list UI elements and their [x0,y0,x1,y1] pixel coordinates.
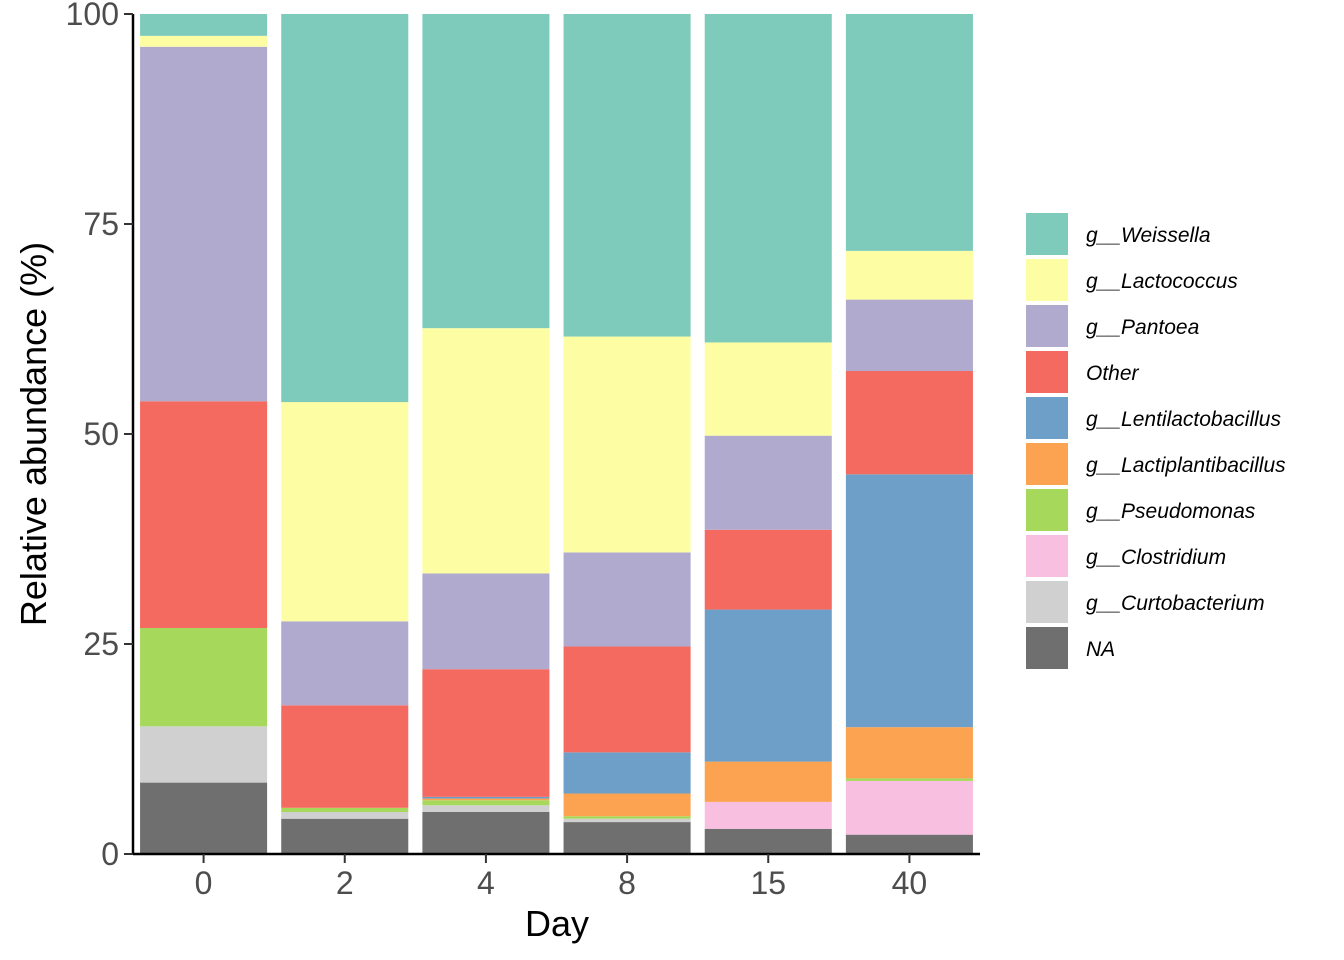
bar-segment-NA-day-8 [563,822,691,854]
bar-segment-g-Lactococcus-day-40 [845,250,973,300]
bar-segment-g-Lactococcus-day-2 [281,402,409,622]
bar-segment-g-Weissella-day-0 [140,14,268,36]
x-tick-label: 0 [195,865,213,901]
bar-segment-g-Lactococcus-day-15 [704,342,832,436]
legend-key [1026,581,1068,623]
legend-key [1026,259,1068,301]
bar-segment-g-Curtobacterium-day-8 [563,818,691,823]
x-tick-label: 8 [618,865,636,901]
bar-segment-g-Pseudomonas-day-8 [563,816,691,819]
bar-segment-g-Weissella-day-2 [281,14,409,403]
legend-key [1026,535,1068,577]
bar-segment-g-Lactiplantibacillus-day-15 [704,761,832,802]
legend-label: g__Lactiplantibacillus [1086,454,1286,477]
x-axis-title: Day [525,903,589,944]
bar-segment-Other-day-40 [845,371,973,475]
legend-label: g__Curtobacterium [1086,592,1265,615]
legend-key [1026,305,1068,347]
y-tick-label: 75 [83,206,119,242]
legend-label: Other [1086,362,1140,385]
bar-segment-g-Lactococcus-day-8 [563,336,691,553]
bar-segment-g-Lactococcus-day-4 [422,328,550,574]
bar-segment-g-Weissella-day-4 [422,14,550,329]
y-ticks: 0 25 50 75 100 [66,0,133,872]
bar-segment-Other-day-4 [422,669,550,797]
bar-segment-g-Pantoea-day-2 [281,621,409,706]
bar-segment-g-Weissella-day-15 [704,14,832,343]
x-tick-label: 15 [750,865,786,901]
bar-segment-g-Lentilactobacillus-day-8 [563,752,691,794]
x-ticks: 0 2 4 8 15 40 [195,854,928,901]
legend-label: g__Lactococcus [1086,270,1238,293]
bar-segment-g-Curtobacterium-day-0 [140,726,268,783]
bar-segment-g-Weissella-day-8 [563,14,691,337]
bar-segment-Other-day-8 [563,646,691,753]
legend-key [1026,627,1068,669]
bar-segment-g-Pantoea-day-15 [704,435,832,530]
bar-segment-g-Lactiplantibacillus-day-4 [422,798,550,801]
bar-segment-Other-day-2 [281,705,409,808]
bar-segment-g-Pseudomonas-day-40 [845,778,973,781]
bar-segment-g-Lactiplantibacillus-day-40 [845,727,973,779]
bar-segment-g-Lactococcus-day-0 [140,35,268,47]
legend-key [1026,351,1068,393]
y-axis-title: Relative abundance (%) [13,242,54,626]
y-tick-label: 50 [83,416,119,452]
bar-segment-g-Pseudomonas-day-0 [140,628,268,727]
legend-label: g__Pantoea [1086,316,1199,339]
x-tick-label: 2 [336,865,354,901]
bar-segment-g-Pseudomonas-day-4 [422,800,550,806]
bar-segment-g-Lentilactobacillus-day-4 [422,796,550,799]
bar-segment-g-Clostridium-day-40 [845,780,973,835]
bar-segment-g-Pantoea-day-0 [140,46,268,402]
bars-layer [140,14,973,854]
bar-segment-Other-day-15 [704,529,832,610]
bar-segment-NA-day-15 [704,828,832,854]
legend-label: g__Weissella [1086,224,1211,247]
legend-key [1026,443,1068,485]
legend-key [1026,397,1068,439]
bar-segment-g-Lentilactobacillus-day-15 [704,609,832,762]
bar-segment-g-Pseudomonas-day-2 [281,807,409,812]
legend: g__Weissella g__Lactococcus g__Pantoea Othe… [1026,213,1286,669]
y-tick-label: 100 [66,0,119,32]
legend-key [1026,213,1068,255]
legend-label: g__Pseudomonas [1086,500,1256,523]
bar-segment-g-Pantoea-day-40 [845,299,973,371]
bar-segment-NA-day-40 [845,834,973,854]
bar-segment-NA-day-4 [422,812,550,854]
legend-key [1026,489,1068,531]
bar-segment-g-Lactiplantibacillus-day-8 [563,793,691,817]
x-tick-label: 40 [892,865,928,901]
bar-segment-g-Clostridium-day-15 [704,801,832,829]
bar-segment-NA-day-2 [281,818,409,854]
bar-segment-g-Curtobacterium-day-2 [281,812,409,819]
y-tick-label: 0 [101,836,119,872]
legend-label: g__Clostridium [1086,546,1226,569]
bar-segment-NA-day-0 [140,782,268,854]
x-tick-label: 4 [477,865,495,901]
legend-label: NA [1086,638,1115,661]
y-tick-label: 25 [83,626,119,662]
bar-segment-g-Curtobacterium-day-4 [422,805,550,812]
bar-segment-g-Lentilactobacillus-day-40 [845,474,973,728]
bar-segment-g-Pantoea-day-4 [422,573,550,670]
legend-label: g__Lentilactobacillus [1086,408,1281,431]
bar-segment-g-Weissella-day-40 [845,14,973,251]
bar-segment-Other-day-0 [140,401,268,629]
bar-segment-g-Pantoea-day-8 [563,552,691,647]
